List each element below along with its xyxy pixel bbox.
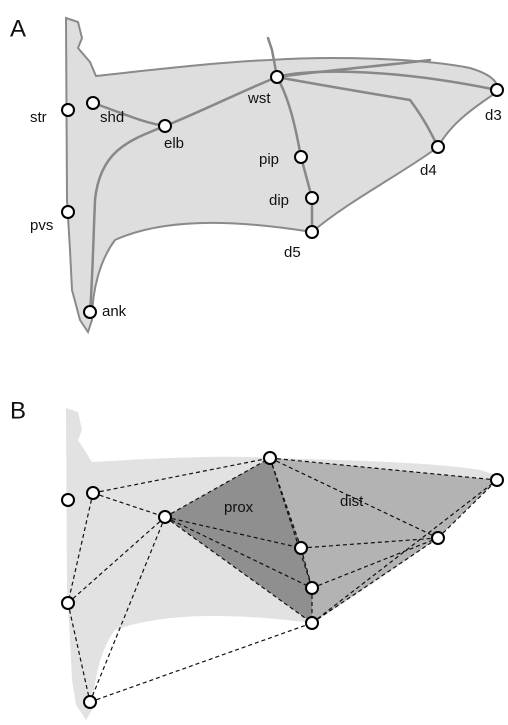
landmark-label: shd bbox=[100, 109, 124, 126]
page: A B str shd elb wst pip dip d5 d4 d3 pvs… bbox=[0, 0, 508, 725]
landmark-label: ank bbox=[102, 303, 127, 320]
landmark-point bbox=[84, 306, 96, 318]
landmark-point bbox=[159, 120, 171, 132]
landmark-label: d3 bbox=[485, 107, 502, 124]
landmark-point bbox=[84, 696, 96, 708]
landmark-label: wst bbox=[247, 90, 271, 107]
panel-label: B bbox=[10, 397, 26, 424]
landmark-label: pip bbox=[259, 151, 279, 168]
landmark-label: dip bbox=[269, 192, 289, 209]
landmark-point bbox=[271, 71, 283, 83]
landmark-point bbox=[159, 511, 171, 523]
landmark-point bbox=[264, 452, 276, 464]
landmark-label: d4 bbox=[420, 162, 437, 179]
landmark-label: d5 bbox=[284, 244, 301, 261]
landmark-point bbox=[62, 104, 74, 116]
landmark-point bbox=[62, 597, 74, 609]
figure: A B str shd elb wst pip dip d5 d4 d3 pvs… bbox=[0, 0, 508, 725]
panel-label: A bbox=[10, 15, 26, 42]
landmark-point bbox=[87, 97, 99, 109]
landmark-point bbox=[432, 532, 444, 544]
landmark-point bbox=[295, 542, 307, 554]
landmark-point bbox=[295, 151, 307, 163]
region-label: prox bbox=[224, 499, 254, 516]
landmark-point bbox=[62, 494, 74, 506]
mesh-edge bbox=[90, 623, 312, 702]
region-label: dist bbox=[340, 493, 364, 510]
landmark-point bbox=[306, 226, 318, 238]
landmark-point bbox=[306, 192, 318, 204]
landmark-point bbox=[491, 84, 503, 96]
landmark-point bbox=[432, 141, 444, 153]
landmark-point bbox=[62, 206, 74, 218]
landmark-label: pvs bbox=[30, 217, 53, 234]
landmark-label: str bbox=[30, 109, 47, 126]
landmark-point bbox=[491, 474, 503, 486]
landmark-point bbox=[306, 582, 318, 594]
landmark-label: elb bbox=[164, 135, 184, 152]
landmark-point bbox=[306, 617, 318, 629]
landmark-point bbox=[87, 487, 99, 499]
